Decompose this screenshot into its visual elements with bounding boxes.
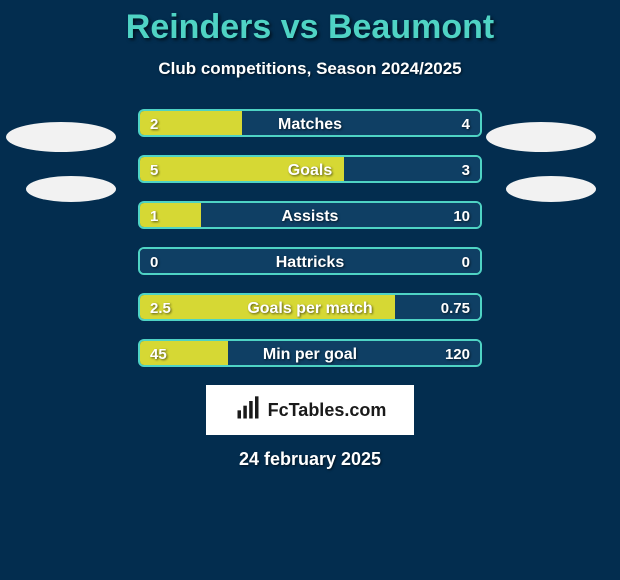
player2-club-logo-2 — [506, 176, 596, 202]
chart-icon — [234, 394, 262, 427]
page-title: Reinders vs Beaumont — [0, 0, 620, 47]
player2-club-logo-1 — [486, 122, 596, 152]
stat-row: 2.50.75Goals per match — [138, 293, 482, 321]
page-subtitle: Club competitions, Season 2024/2025 — [0, 59, 620, 79]
comparison-card: Reinders vs Beaumont Club competitions, … — [0, 0, 620, 580]
stat-row: 24Matches — [138, 109, 482, 137]
stat-label: Goals per match — [140, 295, 480, 321]
player1-club-logo-2 — [26, 176, 116, 202]
comparison-date: 24 february 2025 — [0, 449, 620, 470]
stat-row: 00Hattricks — [138, 247, 482, 275]
branding-badge: FcTables.com — [206, 385, 414, 435]
stat-label: Goals — [140, 157, 480, 183]
stat-row: 53Goals — [138, 155, 482, 183]
stat-label: Hattricks — [140, 249, 480, 275]
player1-club-logo-1 — [6, 122, 116, 152]
stat-label: Matches — [140, 111, 480, 137]
stat-label: Assists — [140, 203, 480, 229]
stats-bars: 24Matches 53Goals 110Assists 00Hattricks 2.5… — [138, 109, 482, 367]
stat-row: 45120Min per goal — [138, 339, 482, 367]
stat-label: Min per goal — [140, 341, 480, 367]
branding-text: FcTables.com — [268, 400, 387, 421]
stat-row: 110Assists — [138, 201, 482, 229]
